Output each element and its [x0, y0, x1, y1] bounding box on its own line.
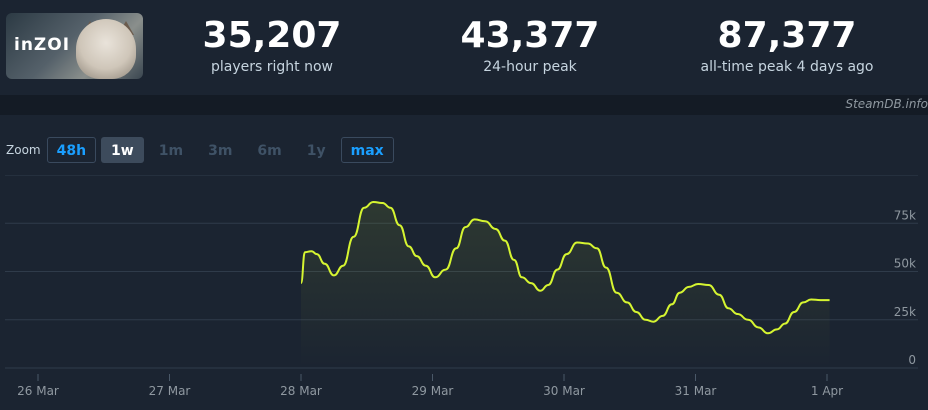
x-tick-label: 29 Mar: [412, 384, 454, 398]
player-count-chart[interactable]: 0 25k 50k 75k 26 Mar 27 Mar 28 Mar 29 Mar 30 Ma…: [0, 175, 928, 410]
y-tick-label: 75k: [894, 208, 916, 222]
stat-all-time-peak: 87,377 all-time peak 4 days ago: [682, 14, 892, 76]
stat-players-now: 35,207 players right now: [198, 14, 346, 76]
x-tick-label: 30 Mar: [543, 384, 585, 398]
game-logo-text: inZOI: [14, 35, 71, 55]
zoom-48h-button[interactable]: 48h: [46, 137, 97, 163]
stats-header: inZOI 35,207 players right now 43,377 24…: [0, 0, 928, 95]
game-thumbnail[interactable]: inZOI: [6, 13, 143, 79]
cat-image: [76, 19, 136, 79]
zoom-label: Zoom: [6, 143, 41, 157]
series-area: [301, 202, 830, 368]
zoom-max-button[interactable]: max: [340, 137, 394, 163]
x-tick-label: 28 Mar: [280, 384, 322, 398]
x-tick-label: 27 Mar: [149, 384, 191, 398]
y-axis-ticks: 0 25k 50k 75k: [894, 208, 916, 367]
x-tick-label: 31 Mar: [675, 384, 717, 398]
stat-label: all-time peak 4 days ago: [700, 59, 874, 75]
stat-label: 24-hour peak: [483, 59, 577, 75]
zoom-6m-button[interactable]: 6m: [257, 143, 282, 159]
y-tick-label: 50k: [894, 257, 916, 271]
x-tick-label: 26 Mar: [17, 384, 59, 398]
y-tick-label: 0: [908, 353, 916, 367]
y-tick-label: 25k: [894, 305, 916, 319]
x-axis-ticks: 26 Mar 27 Mar 28 Mar 29 Mar 30 Mar 31 Mar 1 Ap…: [17, 374, 843, 398]
zoom-3m-button[interactable]: 3m: [208, 143, 233, 159]
steamdb-credit-link[interactable]: SteamDB.info: [845, 97, 928, 111]
stat-value: 35,207: [202, 15, 342, 56]
series-line: [300, 200, 830, 335]
zoom-1y-button[interactable]: 1y: [306, 143, 326, 159]
x-tick-label: 1 Apr: [811, 384, 843, 398]
stat-value: 87,377: [717, 15, 857, 56]
stat-value: 43,377: [460, 15, 600, 56]
zoom-1w-button[interactable]: 1w: [101, 137, 144, 163]
stat-24h-peak: 43,377 24-hour peak: [440, 14, 620, 76]
zoom-controls: Zoom 48h 1w 1m 3m 6m 1y max: [6, 137, 399, 163]
stat-label: players right now: [211, 59, 333, 75]
zoom-1m-button[interactable]: 1m: [158, 143, 184, 159]
credit-bar: [0, 95, 928, 115]
